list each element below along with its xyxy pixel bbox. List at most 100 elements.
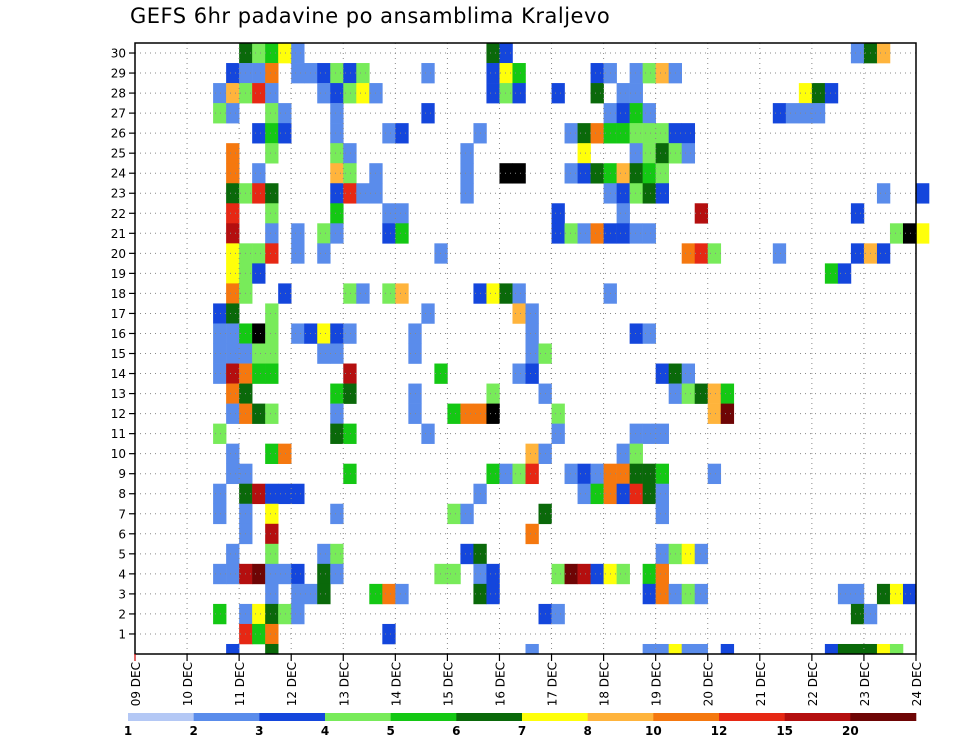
heatmap-cell-m3-t55 xyxy=(850,583,865,605)
heatmap-cell-m24-t33 xyxy=(564,163,578,184)
heatmap-cell-m28-t53 xyxy=(824,83,839,104)
y-tick-label: 27 xyxy=(111,107,126,121)
heatmap-cell-m21-t38 xyxy=(629,223,643,244)
x-tick-label: 09 DEC xyxy=(129,662,143,706)
x-tick-label: 19 DEC xyxy=(650,662,664,706)
colorbar-swatch xyxy=(522,713,588,721)
heatmap-cell-m27-t39 xyxy=(642,103,656,124)
heatmap-cell-m18-t17 xyxy=(356,283,370,304)
heatmap-cell-m24-t7 xyxy=(226,163,240,184)
heatmap-cell-m9-t33 xyxy=(564,463,578,485)
heatmap-cell-m5-t7 xyxy=(226,543,240,565)
heatmap-cell-m24-t39 xyxy=(642,163,656,184)
heatmap-cell-m14-t6 xyxy=(213,363,227,384)
heatmap-cell-m20-t7 xyxy=(226,243,240,264)
heatmap-cell-m25-t25 xyxy=(460,143,474,164)
heatmap-cell-m12-t32 xyxy=(551,403,565,424)
heatmap-cell-m0-t55 xyxy=(850,643,865,655)
heatmap-cell-m18-t29 xyxy=(512,283,526,304)
colorbar-label: 2 xyxy=(189,724,197,738)
colorbar-label: 1 xyxy=(124,724,132,738)
heatmap-cell-m30-t28 xyxy=(499,43,513,64)
heatmap-cell-m26-t15 xyxy=(330,123,344,144)
heatmap-cell-m20-t55 xyxy=(850,243,865,264)
heatmap-cell-m26-t9 xyxy=(252,123,266,144)
heatmap-cell-m4-t32 xyxy=(551,563,565,585)
heatmap-cell-m12-t45 xyxy=(720,403,735,424)
heatmap-cell-m17-t6 xyxy=(213,303,227,324)
heatmap-cell-m15-t15 xyxy=(330,343,344,364)
y-tick-label: 3 xyxy=(118,587,126,601)
heatmap-cell-m29-t35 xyxy=(590,63,604,84)
heatmap-cell-m5-t40 xyxy=(655,543,669,565)
heatmap-cell-m23-t38 xyxy=(629,183,643,204)
heatmap-cell-m15-t10 xyxy=(265,343,279,364)
heatmap-cell-m26-t37 xyxy=(616,123,630,144)
heatmap-cell-m8-t11 xyxy=(278,483,292,505)
heatmap-cell-m0-t58 xyxy=(889,643,904,655)
heatmap-cell-m21-t60 xyxy=(916,223,930,244)
heatmap-cell-m20-t42 xyxy=(681,243,696,264)
x-tick-label: 18 DEC xyxy=(598,662,612,706)
heatmap-cell-m6-t10 xyxy=(265,523,279,545)
heatmap-cell-m14-t42 xyxy=(681,363,696,384)
heatmap-cell-m4-t6 xyxy=(213,563,227,585)
heatmap-cell-m21-t34 xyxy=(577,223,591,244)
heatmap-cell-m8-t39 xyxy=(642,483,656,505)
heatmap-cell-m19-t53 xyxy=(824,263,839,284)
heatmap-cell-m13-t16 xyxy=(343,383,357,404)
heatmap-cell-m0-t41 xyxy=(668,643,682,655)
heatmap-cell-m28-t29 xyxy=(512,83,526,104)
heatmap-cell-m9-t39 xyxy=(642,463,656,485)
heatmap-cell-m22-t19 xyxy=(382,203,396,224)
x-tick-label: 24 DEC xyxy=(910,662,924,706)
heatmap-cell-m27-t15 xyxy=(330,103,344,124)
heatmap-cell-m10-t30 xyxy=(525,443,539,464)
heatmap-cell-m3-t19 xyxy=(382,583,396,605)
colorbar-legend: 1 2 3 4 5 6 7 8 10 12 15 20 xyxy=(124,713,917,738)
heatmap-cell-m27-t7 xyxy=(226,103,240,124)
y-tick-label: 23 xyxy=(111,187,126,201)
heatmap-cell-m0-t7 xyxy=(226,643,240,655)
heatmap-cell-m8-t6 xyxy=(213,483,227,505)
heatmap-cell-m5-t43 xyxy=(694,543,709,565)
heatmap-cell-m25-t38 xyxy=(629,143,643,164)
heatmap-cell-m30-t55 xyxy=(850,43,865,64)
heatmap-cell-m23-t37 xyxy=(616,183,630,204)
heatmap-cell-m10-t38 xyxy=(629,443,643,464)
heatmap-cell-m25-t39 xyxy=(642,143,656,164)
heatmap-cell-m3-t59 xyxy=(902,583,917,605)
heatmap-cell-m1-t19 xyxy=(382,623,396,645)
x-tick-label: 22 DEC xyxy=(806,662,820,706)
y-tick-label: 12 xyxy=(111,407,126,421)
heatmap-cell-m24-t15 xyxy=(330,163,344,184)
heatmap-cell-m29-t14 xyxy=(317,63,331,84)
y-tick-label: 4 xyxy=(118,567,126,581)
heatmap-cell-m3-t42 xyxy=(681,583,696,605)
heatmap-cell-m27-t38 xyxy=(629,103,643,124)
heatmap-cell-m21-t32 xyxy=(551,223,565,244)
colorbar-swatch xyxy=(390,713,457,721)
colorbar-label: 5 xyxy=(386,724,394,738)
heatmap-cell-m20-t14 xyxy=(317,243,331,264)
heatmap-cell-m29-t10 xyxy=(265,63,279,84)
heatmap-cell-m9-t28 xyxy=(499,463,513,485)
heatmap-cell-m23-t17 xyxy=(356,183,370,204)
heatmap-cell-m9-t16 xyxy=(343,463,357,485)
y-tick-label: 28 xyxy=(111,87,126,101)
heatmap-cell-m26-t42 xyxy=(681,123,696,144)
heatmap-cell-m22-t55 xyxy=(850,203,865,224)
y-tick-label: 6 xyxy=(118,527,126,541)
colorbar-swatch xyxy=(719,713,785,721)
heatmap-cell-m12-t9 xyxy=(252,403,266,424)
colorbar-label: 15 xyxy=(776,724,793,738)
heatmap-cell-m24-t25 xyxy=(460,163,474,184)
y-tick-label: 25 xyxy=(111,147,126,161)
heatmap-cell-m24-t38 xyxy=(629,163,643,184)
y-tick-label: 29 xyxy=(111,67,126,81)
chart-title: GEFS 6hr padavine po ansamblima Kraljevo xyxy=(130,4,611,28)
heatmap-cell-m23-t16 xyxy=(343,183,357,204)
heatmap-cell-m29-t40 xyxy=(655,63,669,84)
heatmap-cell-m12-t24 xyxy=(447,403,461,424)
heatmap-cell-m23-t9 xyxy=(252,183,266,204)
